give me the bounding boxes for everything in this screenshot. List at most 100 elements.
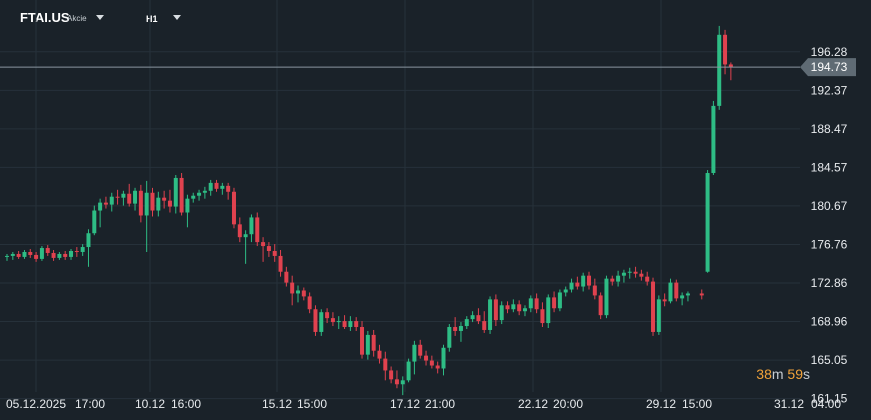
candle: [464, 316, 469, 329]
candle: [645, 271, 650, 286]
candle: [680, 292, 685, 306]
candle-body: [610, 278, 615, 282]
candle: [28, 249, 33, 258]
candle-body: [476, 315, 481, 322]
candle: [447, 324, 452, 352]
candle: [63, 251, 68, 260]
candle-body: [412, 344, 417, 362]
candle-body: [330, 318, 335, 323]
candle: [453, 317, 458, 336]
candle: [16, 251, 21, 259]
candle: [173, 174, 178, 214]
candle: [342, 315, 347, 329]
candle-body: [447, 327, 452, 348]
candle-body: [674, 282, 679, 299]
candle: [429, 355, 434, 369]
candle-body: [546, 297, 551, 324]
candle: [86, 229, 91, 267]
candle-body: [488, 299, 493, 330]
y-tick-label: 188.47: [811, 122, 848, 136]
candle: [220, 182, 225, 195]
candle: [563, 286, 568, 297]
candle: [202, 186, 207, 199]
candle-body: [45, 248, 50, 253]
y-tick-label: 184.57: [811, 160, 848, 174]
candle: [261, 237, 266, 262]
countdown-seconds: 59: [787, 366, 803, 382]
y-tick-label: 196.28: [811, 45, 848, 59]
candle-body: [639, 273, 644, 277]
candle: [307, 292, 312, 314]
candle: [348, 316, 353, 331]
candle-body: [133, 190, 138, 204]
candle: [418, 339, 423, 359]
symbol-type: Akcie: [67, 14, 87, 23]
candle: [360, 321, 365, 359]
candle-body: [528, 298, 533, 309]
candle-body: [377, 350, 382, 359]
candle-body: [522, 308, 527, 312]
candle-body: [237, 224, 242, 238]
y-tick-label: 192.37: [811, 83, 848, 97]
candle: [511, 299, 516, 313]
candle: [69, 249, 74, 260]
candle-body: [645, 276, 650, 282]
candle-body: [16, 253, 21, 257]
candle: [598, 292, 603, 320]
candle-body: [10, 253, 15, 256]
candle-body: [5, 255, 9, 257]
candle: [208, 179, 213, 196]
candle: [231, 187, 236, 229]
candle-body: [400, 380, 405, 385]
candle: [458, 322, 463, 342]
candle: [255, 212, 260, 247]
candle: [552, 291, 557, 313]
symbol-dropdown-icon[interactable]: [96, 15, 104, 20]
candle: [249, 214, 254, 243]
candle-body: [313, 309, 318, 332]
candle: [493, 294, 498, 327]
candle: [711, 100, 716, 175]
candle: [587, 271, 591, 290]
candle-body: [592, 285, 597, 296]
candle-body: [103, 202, 108, 205]
candle-body: [482, 321, 487, 330]
countdown-minutes: 38: [756, 366, 772, 382]
candle-countdown: 38m 59s: [756, 366, 810, 382]
candle-body: [685, 293, 690, 296]
candle-body: [458, 326, 463, 331]
candle-body: [723, 34, 728, 65]
candle: [325, 308, 330, 324]
candle: [109, 192, 114, 212]
candle: [546, 294, 551, 328]
candle-body: [365, 334, 370, 355]
candle: [705, 170, 710, 273]
candle: [121, 190, 126, 206]
symbol-name[interactable]: FTAI.US: [20, 10, 70, 25]
candle: [662, 293, 667, 307]
x-tick-label: 04:00: [811, 397, 841, 411]
candle: [482, 311, 487, 333]
candle-body: [424, 355, 429, 361]
candle: [488, 296, 493, 334]
candle: [214, 179, 219, 192]
current-price-tag: [800, 58, 856, 77]
candle-body: [383, 358, 388, 371]
candle: [540, 302, 545, 328]
candle-body: [86, 233, 91, 248]
candle: [5, 253, 9, 261]
candle: [10, 251, 15, 260]
countdown-minutes-unit: m: [771, 366, 784, 382]
timeframe-dropdown-icon[interactable]: [173, 15, 181, 20]
candle-body: [453, 327, 458, 331]
candle: [301, 287, 306, 301]
candle-body: [51, 252, 56, 258]
candle: [336, 316, 341, 329]
candle-body: [57, 253, 62, 258]
candle: [389, 366, 394, 384]
candle: [319, 309, 324, 336]
candle: [115, 189, 120, 205]
timeframe-selector[interactable]: H1: [146, 14, 158, 24]
candle: [371, 329, 376, 357]
